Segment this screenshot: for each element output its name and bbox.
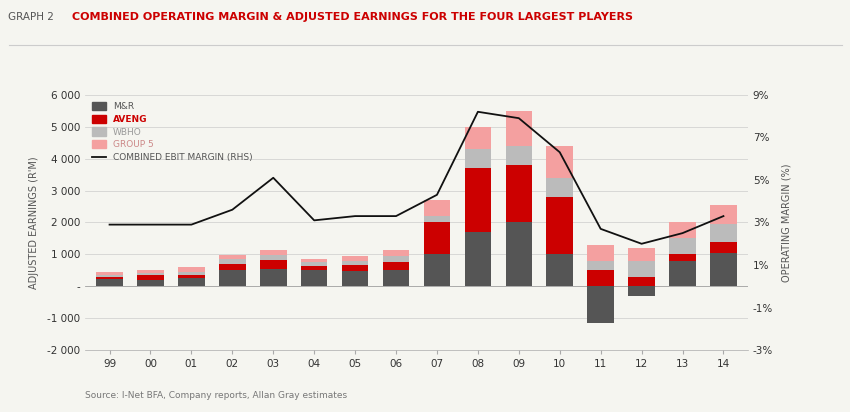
Bar <box>301 259 327 262</box>
Bar <box>301 262 327 266</box>
COMBINED EBIT MARGIN (RHS) <box>227 207 237 212</box>
Bar <box>465 149 491 168</box>
Bar <box>465 168 491 232</box>
Y-axis label: OPERATING MARGIN (%): OPERATING MARGIN (%) <box>781 163 791 282</box>
Bar <box>423 222 451 255</box>
Text: Source: I-Net BFA, Company reports, Allan Gray estimates: Source: I-Net BFA, Company reports, Alla… <box>85 391 347 400</box>
Bar <box>342 256 368 261</box>
Bar <box>506 111 532 146</box>
Bar <box>137 273 164 275</box>
Bar <box>628 277 654 286</box>
Text: COMBINED OPERATING MARGIN & ADJUSTED EARNINGS FOR THE FOUR LARGEST PLAYERS: COMBINED OPERATING MARGIN & ADJUSTED EAR… <box>72 12 633 22</box>
Legend: M&R, AVENG, WBHO, GROUP 5, COMBINED EBIT MARGIN (RHS): M&R, AVENG, WBHO, GROUP 5, COMBINED EBIT… <box>89 99 255 165</box>
Bar <box>465 126 491 149</box>
Bar <box>547 146 573 178</box>
Bar <box>342 265 368 271</box>
COMBINED EBIT MARGIN (RHS) <box>268 176 278 180</box>
COMBINED EBIT MARGIN (RHS) <box>432 192 442 197</box>
Bar <box>382 262 410 270</box>
Bar <box>219 270 246 286</box>
Bar <box>96 279 123 286</box>
COMBINED EBIT MARGIN (RHS) <box>718 214 728 219</box>
Bar <box>96 275 123 277</box>
Bar <box>587 286 614 323</box>
Bar <box>301 270 327 286</box>
Bar <box>628 261 654 277</box>
Bar <box>628 286 654 296</box>
Bar <box>547 197 573 255</box>
Bar <box>506 146 532 165</box>
Bar <box>342 261 368 265</box>
Bar <box>710 224 737 241</box>
Bar <box>506 165 532 222</box>
COMBINED EBIT MARGIN (RHS) <box>637 241 647 246</box>
Bar <box>423 216 451 222</box>
COMBINED EBIT MARGIN (RHS) <box>145 222 156 227</box>
Bar <box>260 260 286 269</box>
Bar <box>669 255 696 261</box>
Bar <box>423 200 451 216</box>
Bar <box>137 270 164 273</box>
COMBINED EBIT MARGIN (RHS) <box>105 222 115 227</box>
Bar <box>219 259 246 264</box>
Bar <box>587 270 614 286</box>
Bar <box>301 266 327 270</box>
Bar <box>137 280 164 286</box>
Bar <box>710 241 737 253</box>
Bar <box>178 267 205 272</box>
COMBINED EBIT MARGIN (RHS) <box>555 150 565 155</box>
Line: COMBINED EBIT MARGIN (RHS): COMBINED EBIT MARGIN (RHS) <box>110 112 723 244</box>
Bar <box>219 264 246 270</box>
Bar <box>382 256 410 262</box>
Bar <box>423 255 451 286</box>
Bar <box>465 232 491 286</box>
Bar <box>506 222 532 286</box>
Bar <box>260 255 286 260</box>
COMBINED EBIT MARGIN (RHS) <box>677 231 688 236</box>
Bar <box>342 271 368 286</box>
Bar <box>260 269 286 286</box>
COMBINED EBIT MARGIN (RHS) <box>513 116 524 121</box>
Bar <box>710 253 737 286</box>
Bar <box>96 272 123 275</box>
Bar <box>178 272 205 274</box>
COMBINED EBIT MARGIN (RHS) <box>350 214 360 219</box>
Bar <box>628 248 654 261</box>
Bar <box>669 261 696 286</box>
Bar <box>587 245 614 261</box>
Bar <box>137 275 164 280</box>
COMBINED EBIT MARGIN (RHS) <box>309 218 320 223</box>
Bar <box>260 250 286 255</box>
COMBINED EBIT MARGIN (RHS) <box>596 227 606 232</box>
Bar <box>669 239 696 255</box>
COMBINED EBIT MARGIN (RHS) <box>473 109 483 114</box>
Y-axis label: ADJUSTED EARNINGS (R'M): ADJUSTED EARNINGS (R'M) <box>29 156 39 289</box>
Bar <box>96 277 123 279</box>
Bar <box>219 255 246 259</box>
Bar <box>178 274 205 279</box>
Bar <box>710 205 737 224</box>
Text: GRAPH 2: GRAPH 2 <box>8 12 54 22</box>
Bar <box>669 222 696 239</box>
COMBINED EBIT MARGIN (RHS) <box>391 214 401 219</box>
Bar <box>382 250 410 256</box>
Bar <box>547 255 573 286</box>
COMBINED EBIT MARGIN (RHS) <box>186 222 196 227</box>
Bar <box>382 270 410 286</box>
Bar <box>587 261 614 270</box>
Bar <box>178 279 205 286</box>
Bar <box>547 178 573 197</box>
